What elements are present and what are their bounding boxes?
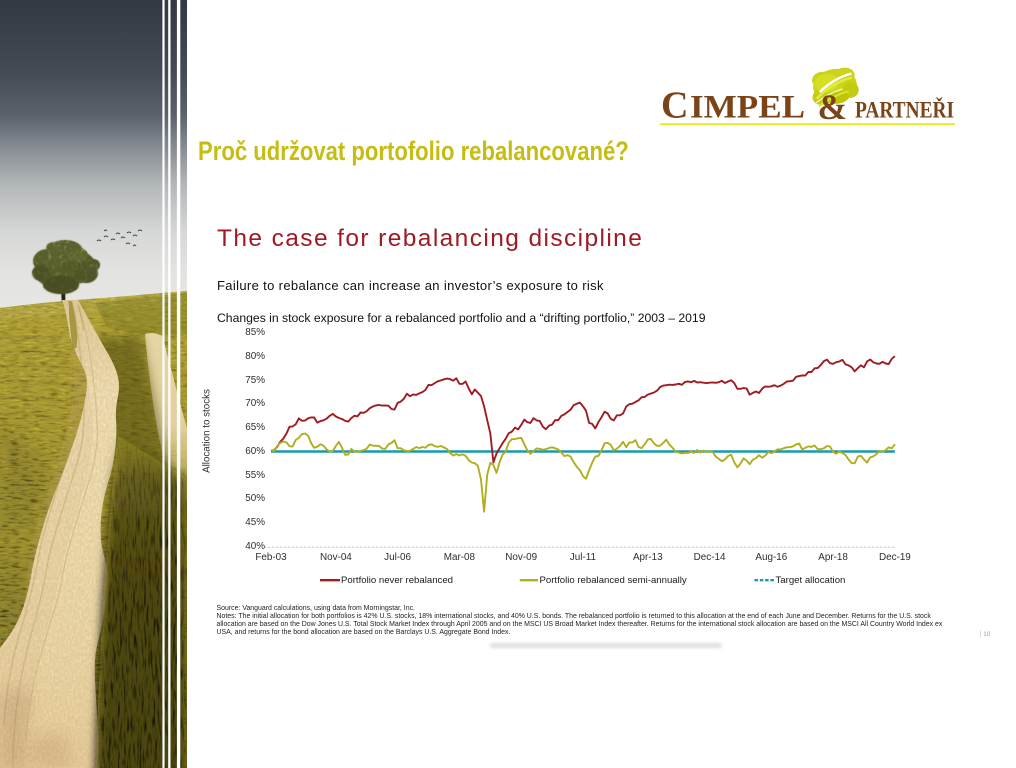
svg-text:C: C — [661, 85, 690, 127]
svg-text:PARTNEŘI: PARTNEŘI — [855, 97, 954, 123]
svg-text:IMPEL: IMPEL — [690, 90, 805, 126]
svg-text:&: & — [818, 87, 848, 127]
